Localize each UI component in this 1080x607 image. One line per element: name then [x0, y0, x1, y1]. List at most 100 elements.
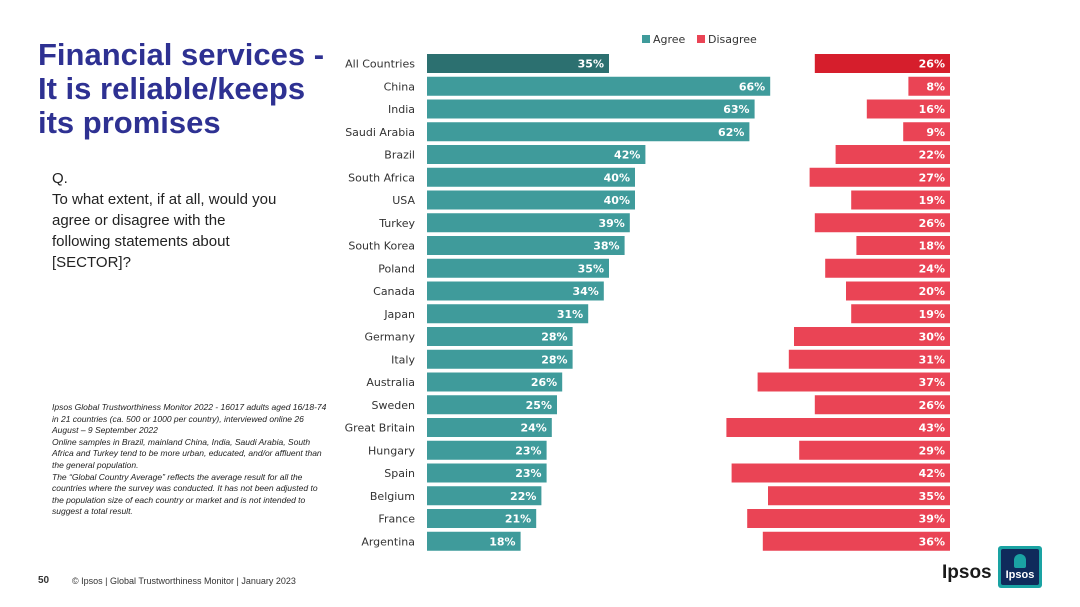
disagree-bar-belgium — [768, 486, 950, 506]
disagree-value-germany: 30% — [919, 331, 945, 344]
disagree-value-china: 8% — [926, 80, 945, 93]
disagree-bar-hungary — [799, 440, 950, 460]
agree-value-spain: 23% — [515, 467, 541, 480]
agree-disagree-chart: Agree Disagree All Countries 35% 26% China 66%… — [345, 33, 950, 551]
category-label-belgium: Belgium — [370, 490, 415, 503]
category-label-argentina: Argentina — [361, 535, 415, 548]
note-average: The “Global Country Average” reflects th… — [52, 471, 318, 517]
disagree-value-italy: 31% — [919, 353, 945, 366]
disagree-bar-japan — [851, 304, 950, 324]
category-label-sweden: Sweden — [372, 399, 415, 412]
disagree-value-south-korea: 18% — [919, 240, 945, 253]
disagree-bar-italy — [788, 349, 950, 369]
agree-bar-spain — [427, 463, 547, 483]
category-label-turkey: Turkey — [378, 217, 415, 230]
methodology-notes: Ipsos Global Trustworthiness Monitor 202… — [52, 402, 327, 518]
category-label-all-countries: All Countries — [345, 58, 415, 71]
disagree-bar-all-countries — [814, 54, 950, 73]
agree-bar-great-britain — [427, 418, 552, 437]
category-label-france: France — [378, 513, 415, 526]
agree-bar-india — [427, 99, 755, 119]
note-online: Online samples in Brazil, mainland China… — [52, 436, 322, 470]
agree-value-india: 63% — [723, 103, 749, 116]
disagree-bar-usa — [851, 190, 950, 210]
agree-value-brazil: 42% — [614, 149, 640, 162]
agree-bar-sweden — [427, 395, 557, 415]
category-label-spain: Spain — [384, 467, 415, 480]
category-label-australia: Australia — [366, 376, 415, 389]
category-label-brazil: Brazil — [384, 149, 415, 162]
disagree-value-belgium: 35% — [919, 490, 945, 503]
category-label-usa: USA — [392, 194, 415, 207]
disagree-value-india: 16% — [919, 103, 945, 116]
agree-value-south-africa: 40% — [604, 171, 630, 184]
disagree-value-sweden: 26% — [919, 399, 945, 412]
agree-value-france: 21% — [505, 513, 531, 526]
agree-bar-south-africa — [427, 167, 635, 187]
category-label-south-africa: South Africa — [348, 171, 415, 184]
ipsos-logo-icon: Ipsos — [998, 546, 1042, 588]
category-label-great-britain: Great Britain — [345, 422, 415, 435]
disagree-bar-great-britain — [726, 418, 950, 437]
disagree-bar-spain — [731, 463, 950, 483]
category-label-saudi-arabia: Saudi Arabia — [345, 126, 415, 139]
disagree-bar-canada — [846, 281, 950, 301]
agree-value-belgium: 22% — [510, 490, 536, 503]
agree-value-south-korea: 38% — [593, 240, 619, 253]
disagree-value-hungary: 29% — [919, 444, 945, 457]
agree-bar-south-korea — [427, 236, 625, 255]
agree-bar-all-countries — [427, 54, 609, 73]
agree-value-australia: 26% — [531, 376, 557, 389]
disagree-bar-brazil — [835, 145, 950, 164]
category-label-japan: Japan — [383, 308, 415, 321]
legend-swatch-disagree — [697, 35, 705, 43]
ipsos-wordmark: Ipsos — [942, 562, 992, 583]
agree-value-germany: 28% — [541, 331, 567, 344]
agree-bar-japan — [427, 304, 589, 324]
category-label-canada: Canada — [373, 285, 415, 298]
disagree-value-france: 39% — [919, 513, 945, 526]
agree-bar-australia — [427, 372, 563, 392]
disagree-value-japan: 19% — [919, 308, 945, 321]
agree-value-saudi-arabia: 62% — [718, 126, 744, 139]
agree-value-poland: 35% — [578, 262, 604, 275]
disagree-value-turkey: 26% — [919, 217, 945, 230]
agree-value-sweden: 25% — [526, 399, 552, 412]
question-block: Q. To what extent, if at all, would you … — [52, 168, 282, 273]
ipsos-logo-label: Ipsos — [1005, 569, 1035, 581]
disagree-bar-france — [747, 509, 950, 528]
disagree-bar-turkey — [814, 213, 950, 233]
category-label-germany: Germany — [364, 331, 415, 344]
disagree-bar-argentina — [762, 531, 950, 551]
disagree-value-all-countries: 26% — [919, 58, 945, 71]
agree-bar-canada — [427, 281, 604, 301]
disagree-value-usa: 19% — [919, 194, 945, 207]
agree-bar-brazil — [427, 145, 646, 164]
disagree-value-saudi-arabia: 9% — [926, 126, 945, 139]
note-sample: Ipsos Global Trustworthiness Monitor 202… — [52, 402, 327, 436]
disagree-value-australia: 37% — [919, 376, 945, 389]
legend-swatch-agree — [642, 35, 650, 43]
agree-value-argentina: 18% — [489, 535, 515, 548]
disagree-value-great-britain: 43% — [919, 422, 945, 435]
disagree-value-south-africa: 27% — [919, 171, 945, 184]
disagree-bar-sweden — [814, 395, 950, 415]
agree-bar-italy — [427, 349, 573, 369]
disagree-bar-saudi-arabia — [903, 122, 950, 142]
category-label-china: China — [384, 80, 415, 93]
category-label-south-korea: South Korea — [348, 240, 415, 253]
agree-bar-china — [427, 76, 771, 96]
agree-value-great-britain: 24% — [520, 422, 546, 435]
copyright-text: © Ipsos | Global Trustworthiness Monitor… — [72, 576, 296, 586]
category-label-poland: Poland — [378, 262, 415, 275]
question-prefix: Q. — [52, 170, 68, 187]
disagree-bar-germany — [794, 327, 950, 346]
disagree-value-canada: 20% — [919, 285, 945, 298]
agree-value-china: 66% — [739, 80, 765, 93]
category-label-hungary: Hungary — [368, 444, 415, 457]
legend-label-agree: Agree — [653, 33, 686, 46]
agree-bar-turkey — [427, 213, 630, 233]
agree-bar-belgium — [427, 486, 542, 506]
disagree-bar-australia — [757, 372, 950, 392]
agree-bar-germany — [427, 327, 573, 346]
